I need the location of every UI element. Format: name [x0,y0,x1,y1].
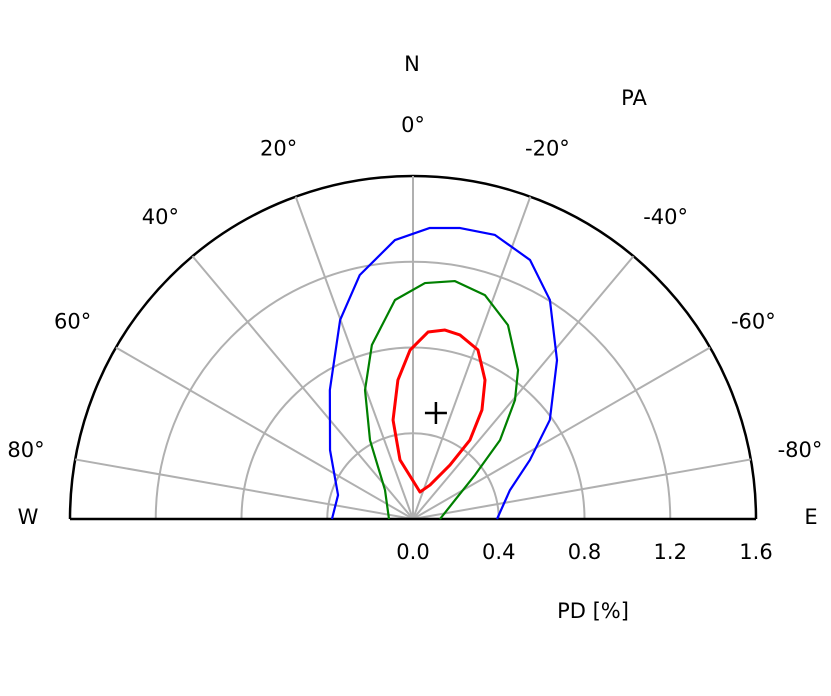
north-label: N [404,52,420,76]
angle-tick-label: 20° [260,137,297,161]
grid-spoke [75,458,414,520]
angle-tick-label: -40° [643,205,688,229]
grid-spoke [191,255,414,520]
angle-tick-label: -60° [731,310,776,334]
west-label: W [18,505,39,529]
angle-tick-label: -80° [778,438,823,462]
contour [328,226,559,520]
grid-spoke [294,196,414,520]
angle-axis-label: PA [621,86,647,110]
grid-spoke [412,458,751,520]
angle-tick-label: 60° [54,310,91,334]
radius-axis-label: PD [%] [557,599,629,623]
angle-tick-label: -20° [525,137,570,161]
angle-tick-label: 40° [142,205,179,229]
radius-tick-label: 0.4 [482,540,515,564]
center-marker [424,401,447,424]
contour [363,279,520,520]
angle-tick-label: 0° [401,113,425,137]
radius-tick-label: 1.2 [654,540,687,564]
grid-spoke [412,255,635,520]
grid-spoke [115,346,414,520]
angle-tick-label: 80° [7,438,44,462]
grid-spoke [412,196,532,520]
east-label: E [804,505,817,529]
contour [391,328,487,494]
radius-tick-label: 0.0 [396,540,429,564]
radius-tick-label: 1.6 [739,540,772,564]
radius-tick-label: 0.8 [568,540,601,564]
